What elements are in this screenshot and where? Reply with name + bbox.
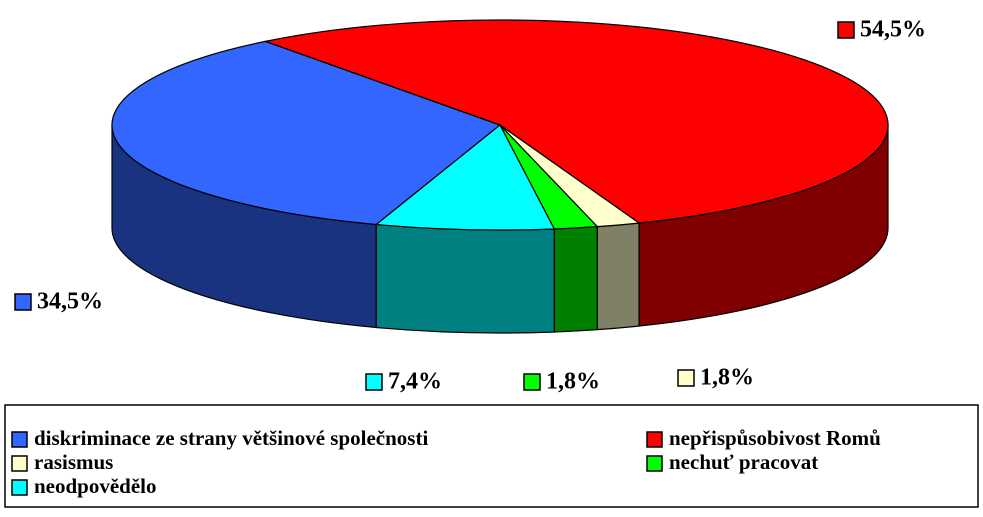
- legend-label: neodpovědělo: [34, 474, 157, 498]
- legend-swatch: [646, 431, 663, 448]
- value-label-swatch: [677, 369, 695, 387]
- value-label-swatch: [837, 21, 855, 39]
- slice-side: [553, 226, 598, 333]
- value-label-swatch: [523, 373, 541, 391]
- value-label: 1,8%: [700, 365, 754, 391]
- legend-label: rasismus: [34, 450, 113, 474]
- slice: [263, 19, 889, 224]
- value-label: 1,8%: [546, 369, 600, 395]
- legend-swatch: [11, 479, 28, 496]
- value-label: 7,4%: [388, 369, 442, 395]
- legend-swatch: [646, 455, 663, 472]
- legend-swatch: [11, 455, 28, 472]
- value-label-swatch: [365, 373, 383, 391]
- slice: [374, 124, 556, 231]
- slice-side: [375, 223, 555, 334]
- slice: [111, 40, 502, 226]
- legend-label: nechuť pracovat: [669, 450, 818, 474]
- legend-swatch: [11, 431, 28, 448]
- value-label: 34,5%: [37, 289, 103, 315]
- legend-label: nepřispůsobivost Romů: [669, 426, 881, 450]
- legend-label: diskriminace ze strany většinové společn…: [34, 426, 428, 450]
- value-label: 54,5%: [860, 17, 926, 43]
- legend-box: [4, 404, 979, 508]
- value-label-swatch: [14, 293, 32, 311]
- slice-side: [596, 222, 640, 331]
